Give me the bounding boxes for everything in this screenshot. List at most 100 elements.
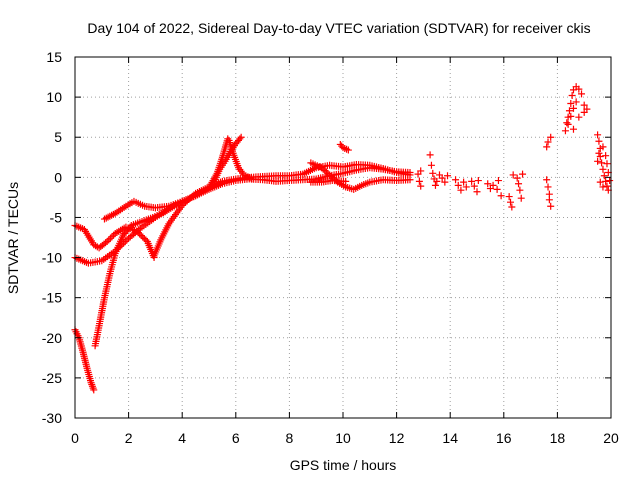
data-point-scatter-clusters (519, 170, 527, 178)
data-point-scatter-clusters (468, 177, 476, 185)
data-point-scatter-clusters (517, 194, 525, 202)
data-point-scatter-clusters (441, 178, 449, 186)
data-point-scatter-clusters (452, 176, 460, 184)
data-point-track-minus6-loop (134, 229, 142, 237)
data-point-scatter-clusters (569, 125, 577, 133)
data-point-track-minus10-arch (115, 244, 123, 252)
data-point-scatter-clusters (547, 133, 555, 141)
data-point-track-upper-branch (224, 135, 232, 143)
data-point-scatter-clusters (565, 107, 573, 115)
data-point-track-minus10-arch (123, 236, 131, 244)
data-point-scatter-clusters (470, 182, 478, 190)
x-tick-label: 2 (125, 430, 133, 446)
data-point-scatter-clusters (596, 152, 604, 160)
data-point-scatter-clusters (567, 100, 575, 108)
data-point-scatter-clusters (493, 185, 501, 193)
data-point-scatter-clusters (603, 160, 611, 168)
data-point-track-minus10-arch (113, 246, 121, 254)
x-tick-label: 14 (442, 430, 458, 446)
data-point-track-minus10-arch (118, 241, 126, 249)
plot-area (71, 83, 614, 394)
data-point-scatter-clusters (494, 177, 502, 185)
data-point-track-minus6-loop (108, 233, 116, 241)
data-point-scatter-clusters (598, 159, 606, 167)
data-point-scatter-clusters (433, 177, 441, 185)
data-point-scatter-clusters (599, 143, 607, 151)
data-point-scatter-clusters (606, 177, 614, 185)
x-tick-label: 6 (232, 430, 240, 446)
y-tick-label: 5 (54, 129, 62, 145)
data-point-scatter-clusters (515, 180, 523, 188)
y-tick-label: 15 (46, 49, 62, 65)
y-tick-label: -10 (42, 250, 62, 266)
data-point-scatter-clusters (484, 180, 492, 188)
data-point-scatter-clusters (429, 169, 437, 177)
data-point-track-minus6-loop (103, 238, 111, 246)
data-point-track-minus6-loop (139, 233, 147, 241)
data-point-scatter-clusters (544, 183, 552, 191)
data-point-scatter-clusters (457, 186, 465, 194)
data-point-scatter-clusters (415, 177, 423, 185)
data-point-scatter-clusters (426, 151, 434, 159)
data-point-scatter-clusters (473, 188, 481, 196)
data-point-scatter-clusters (564, 120, 572, 128)
chart-title: Day 104 of 2022, Sidereal Day-to-day VTE… (87, 20, 590, 36)
data-point-track-minus10-arch (116, 242, 124, 250)
data-point-scatter-clusters (516, 186, 524, 194)
data-point-scatter-clusters (561, 127, 569, 135)
data-point-scatter-clusters (567, 112, 575, 120)
data-point-scatter-clusters (595, 149, 603, 157)
data-point-scatter-clusters (489, 181, 497, 189)
data-point-track-minus10-arch (111, 247, 119, 255)
y-tick-label: -15 (42, 290, 62, 306)
data-point-track-minus6-loop (140, 235, 148, 243)
axis-ticks (74, 56, 612, 419)
data-point-scatter-clusters (509, 171, 517, 179)
data-point-track-minus6-loop (136, 230, 144, 238)
data-point-track-minus10-arch (121, 238, 129, 246)
data-point-track-late-dip (342, 177, 350, 185)
data-point-track-late-dip (344, 146, 352, 154)
data-point-scatter-clusters (438, 174, 446, 182)
data-point-scatter-clusters (508, 203, 516, 211)
data-point-track-minus6-loop (105, 236, 113, 244)
data-point-scatter-clusters (545, 196, 553, 204)
grid-lines (75, 57, 611, 418)
data-point-scatter-clusters (594, 157, 602, 165)
data-point-scatter-clusters (444, 172, 452, 180)
data-point-scatter-clusters (462, 183, 470, 191)
data-point-scatter-clusters (583, 105, 591, 113)
y-tick-label: -30 (42, 410, 62, 426)
x-tick-label: 0 (71, 430, 79, 446)
y-tick-label: 0 (54, 169, 62, 185)
data-point-scatter-clusters (602, 152, 610, 160)
x-tick-label: 16 (496, 430, 512, 446)
data-point-scatter-clusters (505, 193, 513, 201)
data-point-track-steep-rise (90, 386, 98, 394)
x-tick-label: 20 (603, 430, 619, 446)
data-point-scatter-clusters (563, 119, 571, 127)
data-point-scatter-clusters (599, 183, 607, 191)
data-point-scatter-clusters (417, 167, 425, 175)
data-point-track-minus10-arch (120, 239, 128, 247)
data-point-track-minus6-loop (106, 234, 114, 242)
data-point-scatter-clusters (497, 192, 505, 200)
data-point-scatter-clusters (580, 101, 588, 109)
data-point-scatter-clusters (417, 182, 425, 190)
data-point-scatter-clusters (575, 113, 583, 121)
data-point-track-minus10-arch (136, 224, 144, 232)
data-point-scatter-clusters (454, 181, 462, 189)
data-point-scatter-clusters (578, 90, 586, 98)
x-tick-label: 8 (286, 430, 294, 446)
data-point-scatter-clusters (602, 177, 610, 185)
y-axis-label: SDTVAR / TECUs (5, 182, 21, 294)
y-tick-label: -5 (50, 209, 63, 225)
y-tick-label: -25 (42, 370, 62, 386)
data-point-track-minus6-loop (133, 227, 141, 235)
data-point-track-minus6-loop (137, 232, 145, 240)
data-point-track-upper-branch (236, 135, 244, 143)
x-tick-label: 10 (335, 430, 351, 446)
data-point-scatter-clusters (569, 104, 577, 112)
data-point-scatter-clusters (600, 172, 608, 180)
